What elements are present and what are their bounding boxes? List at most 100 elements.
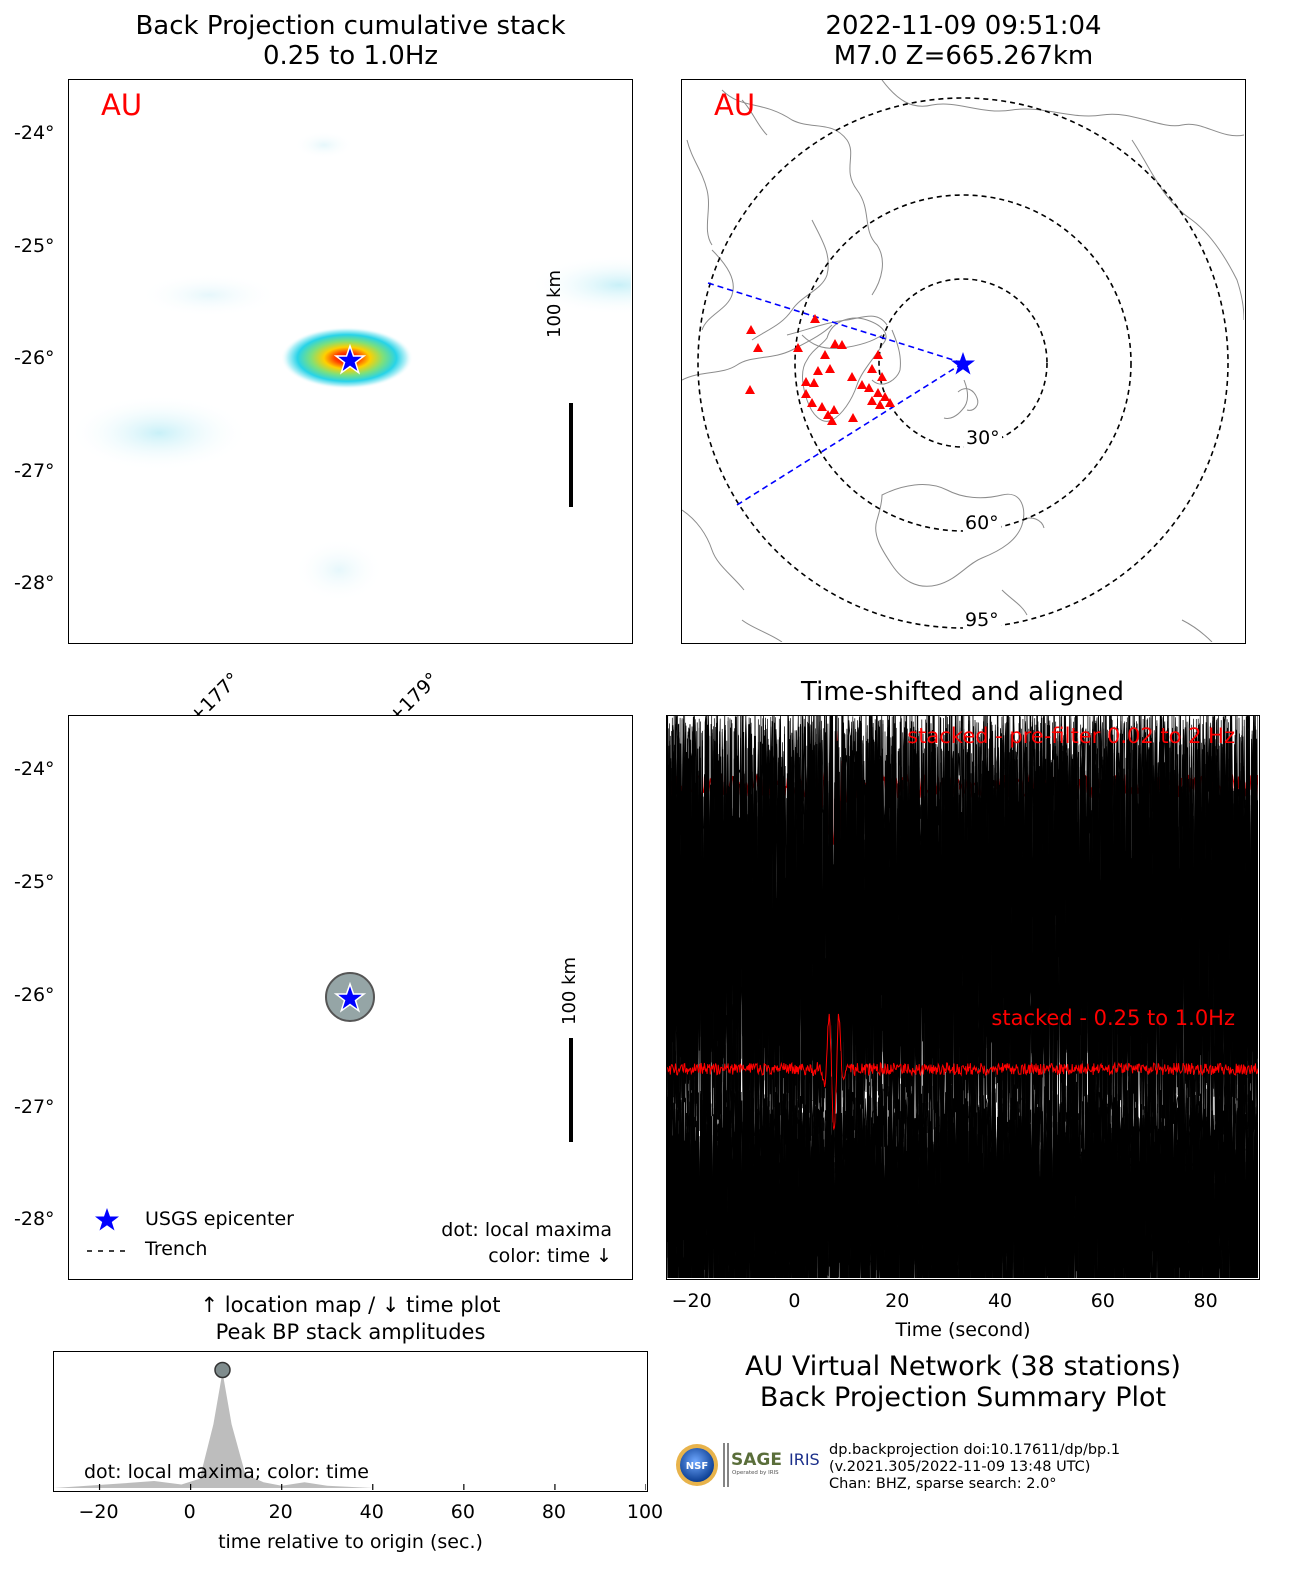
- station-triangle-icon: [830, 339, 840, 348]
- station-triangle-icon: [801, 389, 811, 398]
- station-triangle-icon: [848, 413, 858, 422]
- maxima-caption-line1: ↑ location map / ↓ time plot: [200, 1293, 501, 1317]
- local-maxima-plot: 100 km USGS epicenter Trench dot: local …: [68, 715, 633, 1280]
- peak-amplitude-svg: [54, 1361, 647, 1490]
- ring-30: [878, 278, 1048, 448]
- station-triangle-icon: [837, 340, 847, 349]
- station-triangle-icon: [809, 378, 819, 387]
- bp-lat-tick-2: -26°: [14, 347, 55, 369]
- ring-label-60: 60°: [963, 512, 1001, 534]
- wave-xtick-label: 0: [788, 1290, 801, 1312]
- bp-blob-top: [294, 131, 354, 159]
- station-markers: [745, 314, 895, 425]
- station-triangle-icon: [867, 364, 877, 373]
- bp-blob-north: [139, 273, 279, 317]
- maxima-note-line2: color: time ↓: [488, 1245, 612, 1267]
- station-triangle-icon: [823, 410, 833, 419]
- maxima-lat-tick-1: -25°: [14, 871, 55, 893]
- waveforms-title: Time-shifted and aligned: [801, 677, 1124, 707]
- sage-logo-text: SAGE: [731, 1450, 782, 1470]
- station-triangle-icon: [820, 350, 830, 359]
- logos-svg: NSF SAGE Operated by IRIS IRIS: [676, 1443, 820, 1487]
- local-maxima-svg: [87, 972, 573, 1252]
- amp-xtick-label: −20: [78, 1501, 119, 1523]
- station-triangle-icon: [847, 372, 857, 381]
- station-triangle-icon: [793, 343, 803, 352]
- wave-xtick-label: −20: [671, 1290, 712, 1312]
- coastlines: [682, 80, 1245, 643]
- legend-trench-label: Trench: [145, 1238, 208, 1260]
- bp-stack-title: Back Projection cumulative stack 0.25 to…: [68, 11, 633, 71]
- maxima-lat-tick-0: -24°: [14, 758, 55, 780]
- iris-logo-text: IRIS: [789, 1450, 820, 1469]
- maxima-lat-tick-3: -27°: [14, 1096, 55, 1118]
- station-triangle-icon: [827, 416, 837, 425]
- map-title-line1: 2022-11-09 09:51:04: [825, 11, 1102, 41]
- ring-label-30: 30°: [964, 427, 1002, 449]
- wave-label-2: stacked - 0.25 to 1.0Hz: [991, 1006, 1235, 1030]
- station-triangle-icon: [829, 405, 839, 414]
- station-triangle-icon: [857, 380, 867, 389]
- location-map: AU 30° 60° 95°: [681, 79, 1246, 644]
- station-triangle-icon: [885, 398, 895, 407]
- station-triangle-icon: [817, 402, 827, 411]
- bp-stack-title-line1: Back Projection cumulative stack: [135, 11, 566, 41]
- waveforms-svg: [667, 716, 1259, 1279]
- maxima-scale-label: 100 km: [559, 956, 580, 1025]
- maxima-note: dot: local maxima color: time ↓: [441, 1217, 612, 1269]
- sage-logo-subtext: Operated by IRIS: [732, 1470, 779, 1476]
- peak-amplitude-note: dot: local maxima; color: time: [84, 1461, 369, 1483]
- wave-xtick-label: 20: [885, 1290, 910, 1312]
- wave-xtick-label: 40: [987, 1290, 1013, 1312]
- map-network-label: AU: [714, 88, 756, 122]
- maxima-lat-tick-2: -26°: [14, 984, 55, 1006]
- ring-label-95: 95°: [963, 609, 1001, 631]
- station-triangle-icon: [877, 372, 887, 381]
- station-triangle-icon: [825, 364, 835, 373]
- summary-title: AU Virtual Network (38 stations) Back Pr…: [666, 1351, 1260, 1413]
- amp-xtick-label: 20: [268, 1501, 293, 1523]
- summary-line2: Back Projection Summary Plot: [759, 1382, 1167, 1413]
- station-triangle-icon: [745, 385, 755, 394]
- meta-line2: (v.2021.305/2022-11-09 13:48 UTC): [829, 1459, 1091, 1475]
- bp-lat-tick-1: -25°: [14, 235, 55, 257]
- station-triangle-icon: [807, 398, 817, 407]
- logos: NSF SAGE Operated by IRIS IRIS: [673, 1440, 823, 1490]
- peak-amplitude-plot: dot: local maxima; color: time: [53, 1351, 648, 1492]
- bp-lat-tick-4: -28°: [14, 572, 55, 594]
- waveforms-plot: stacked - pre-filter 0.02 to 2 Hz pre-fi…: [666, 715, 1260, 1280]
- epicenter-star-icon: [333, 981, 367, 1013]
- waveforms-xlabel: Time (second): [895, 1319, 1031, 1341]
- nsf-logo-text: NSF: [686, 1461, 708, 1472]
- station-triangle-icon: [801, 377, 811, 386]
- amp-xtick-label: 80: [541, 1501, 567, 1523]
- waveform-trace: [667, 1076, 1259, 1279]
- amplitude-peak-dot: [214, 1361, 231, 1379]
- waveform-trace: [667, 1013, 1259, 1131]
- wave-label-1: pre-filter 0.02 to 2 Hz: [1009, 865, 1235, 889]
- maxima-lat-tick-4: -28°: [14, 1208, 55, 1230]
- peak-amplitude-xlabel: time relative to origin (sec.): [218, 1531, 483, 1553]
- station-triangle-icon: [813, 366, 823, 375]
- epicenter-star-icon: [951, 352, 975, 375]
- bp-stack-heatmap: [69, 131, 632, 602]
- bp-stack-title-line2: 0.25 to 1.0Hz: [262, 41, 439, 71]
- station-triangle-icon: [875, 400, 885, 409]
- location-map-svg: [682, 80, 1245, 643]
- wave-label-3: filtered 0.25 to 1.0Hz: [1012, 1147, 1235, 1171]
- amp-xtick-label: 0: [183, 1501, 196, 1523]
- maxima-note-line1: dot: local maxima: [441, 1219, 612, 1241]
- amp-xtick-label: 100: [626, 1501, 664, 1523]
- maxima-caption-line2: Peak BP stack amplitudes: [215, 1320, 486, 1344]
- waveform-trace: [667, 716, 1259, 1164]
- bp-stack-plot: AU 100 km: [68, 79, 633, 644]
- station-triangle-icon: [873, 388, 883, 397]
- epicenter-star-icon: [333, 343, 367, 375]
- array-aperture-lines: [707, 282, 964, 506]
- map-title: 2022-11-09 09:51:04 M7.0 Z=665.267km: [681, 11, 1246, 71]
- amp-xtick-label: 40: [359, 1501, 384, 1523]
- wave-label-0: stacked - pre-filter 0.02 to 2 Hz: [907, 724, 1235, 748]
- wave-xtick-label: 60: [1090, 1290, 1115, 1312]
- station-triangle-icon: [746, 325, 756, 334]
- bp-blob-west: [69, 395, 249, 471]
